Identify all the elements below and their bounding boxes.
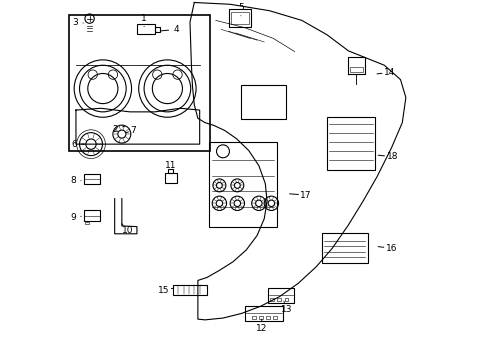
Text: 17: 17 <box>300 190 311 199</box>
Bar <box>277 298 281 301</box>
Bar <box>164 173 177 183</box>
Bar <box>168 169 172 173</box>
Text: 15: 15 <box>158 286 169 295</box>
Bar <box>85 222 89 224</box>
Text: 3: 3 <box>72 18 78 27</box>
Bar <box>83 211 100 221</box>
Text: 7: 7 <box>130 126 136 135</box>
Text: 14: 14 <box>383 68 395 77</box>
Bar <box>137 24 155 35</box>
Text: 8: 8 <box>70 176 76 185</box>
Bar <box>267 288 293 303</box>
Bar <box>155 27 160 32</box>
Text: 10: 10 <box>122 226 133 235</box>
Text: 6: 6 <box>71 140 77 149</box>
Text: 18: 18 <box>386 152 397 161</box>
Bar <box>265 316 270 319</box>
Bar <box>284 298 287 301</box>
Text: 4: 4 <box>173 25 179 34</box>
Bar <box>83 174 100 184</box>
Bar <box>251 316 255 319</box>
Bar <box>172 285 206 295</box>
Bar <box>244 306 282 320</box>
Bar <box>231 12 249 24</box>
Text: 1: 1 <box>141 14 147 23</box>
Text: 9: 9 <box>70 213 76 222</box>
Text: 5: 5 <box>238 3 244 12</box>
Bar <box>326 117 375 170</box>
Bar <box>69 15 210 151</box>
Bar <box>258 316 263 319</box>
Text: 13: 13 <box>281 305 292 314</box>
Bar <box>228 9 251 27</box>
Text: 12: 12 <box>256 324 267 333</box>
Text: 2: 2 <box>112 125 118 134</box>
Bar <box>321 233 367 263</box>
Bar <box>208 142 276 226</box>
Bar <box>349 67 363 72</box>
Text: 16: 16 <box>385 244 396 253</box>
Bar <box>241 85 285 119</box>
Text: 11: 11 <box>165 161 176 170</box>
Bar <box>270 298 273 301</box>
Bar <box>273 316 277 319</box>
